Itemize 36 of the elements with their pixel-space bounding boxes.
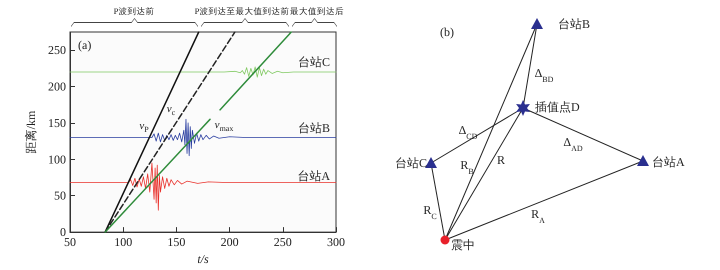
text: Δ$_{BD}$ [534,66,554,84]
y-tick-label: 250 [48,43,66,58]
annotation: (a) [78,38,92,52]
annotation: 台站A [297,169,330,183]
text: Δ$_{AD}$ [563,135,583,152]
y-tick-label: 0 [60,225,66,240]
y-tick-label: 150 [48,116,66,130]
x-tick-label: 100 [114,235,132,250]
text: P波到达前 [114,6,154,16]
y-axis-title: 距离/km [24,110,38,154]
text: 台站A [652,155,685,169]
text: P波到达至最大值到达前 [194,6,290,16]
x-axis-title: t/s [197,252,209,266]
line-series [70,66,336,78]
line-series [70,162,336,211]
x-tick-label: 200 [220,235,239,250]
y-tick-label: 200 [48,80,66,94]
text: R$_{B}$ [460,158,474,176]
annotation: 台站C [298,55,330,69]
x-tick-label: 150 [167,235,186,250]
x-tick-label: 50 [64,235,76,250]
text: 最大值到达后 [290,6,344,16]
annotation: 台站B [298,121,330,135]
x-tick-label: 250 [274,235,292,250]
x-tick-label: 300 [327,235,345,250]
y-tick-label: 100 [48,152,66,166]
text: R [496,153,506,167]
text: R$_{C}$ [423,203,437,220]
y-tick-label: 50 [54,188,66,203]
text: 插值点D [535,100,580,114]
line-series [70,118,336,156]
text: 震中 [451,238,475,252]
text: 台站C [394,156,427,170]
text: (b) [440,25,454,39]
text: R$_{A}$ [531,207,546,224]
text: 台站B [558,17,590,31]
